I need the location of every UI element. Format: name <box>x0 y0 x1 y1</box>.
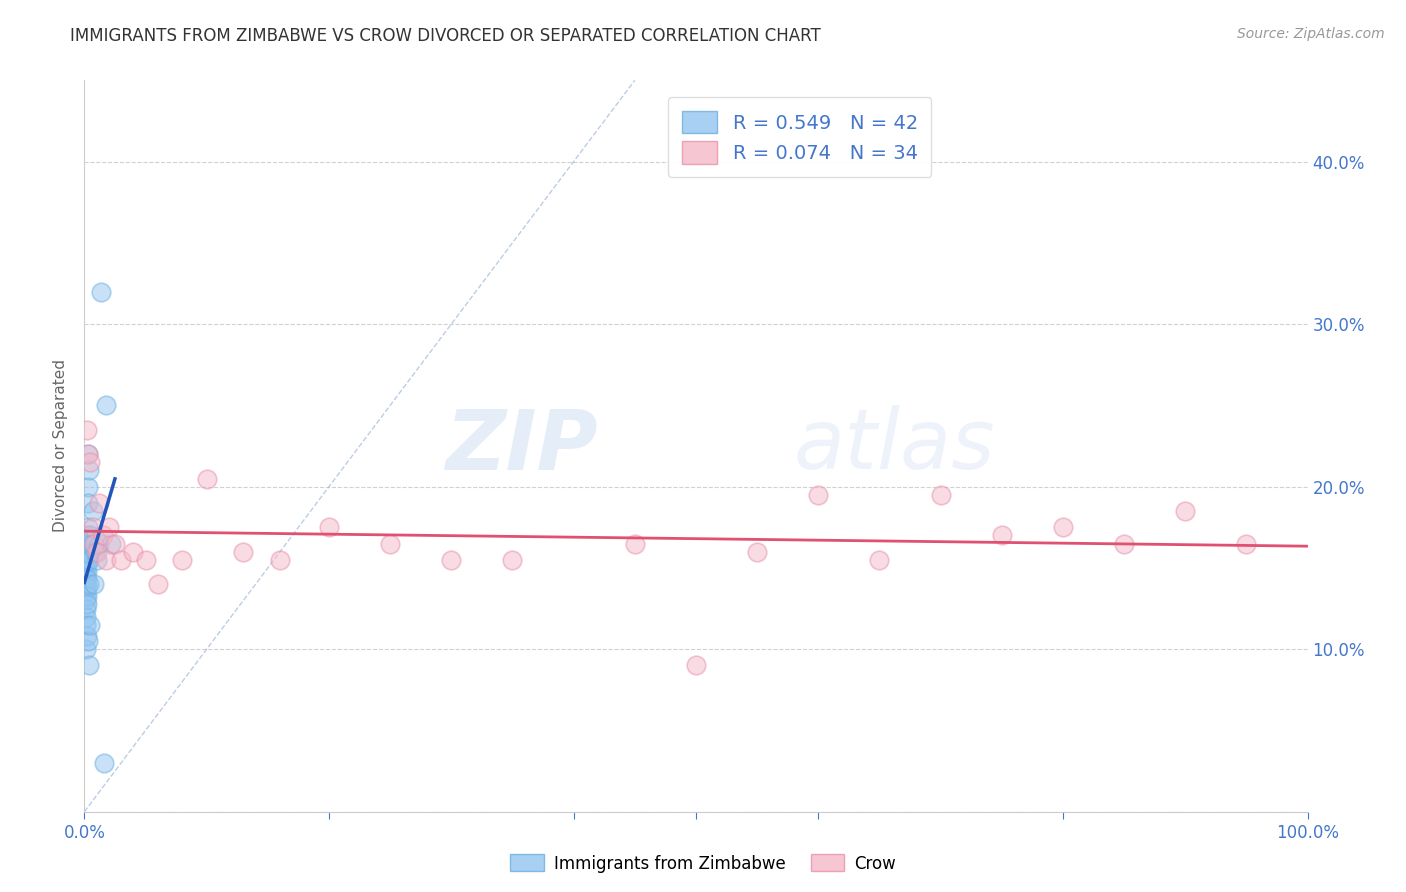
Point <box>97 520 120 534</box>
Point <box>93 756 115 770</box>
Point <box>77 463 100 477</box>
Point <box>195 471 218 485</box>
Point <box>75 569 97 583</box>
Text: ZIP: ZIP <box>446 406 598 486</box>
Point <box>146 577 169 591</box>
Point <box>96 398 118 412</box>
Point <box>1052 520 1074 534</box>
Point <box>79 617 101 632</box>
Point <box>76 564 98 578</box>
Point <box>77 544 100 558</box>
Point <box>77 480 100 494</box>
Point <box>77 447 100 461</box>
Point <box>1236 536 1258 550</box>
Point <box>80 536 103 550</box>
Point <box>75 593 97 607</box>
Point <box>747 544 769 558</box>
Point <box>75 642 97 657</box>
Point <box>807 488 830 502</box>
Point <box>77 553 100 567</box>
Point <box>75 617 97 632</box>
Point <box>869 553 891 567</box>
Point <box>77 634 100 648</box>
Point <box>82 520 104 534</box>
Point <box>83 536 105 550</box>
Point <box>82 504 104 518</box>
Point <box>76 536 98 550</box>
Point <box>502 553 524 567</box>
Point <box>76 528 98 542</box>
Point <box>76 629 98 643</box>
Point <box>91 528 114 542</box>
Text: atlas: atlas <box>794 406 995 486</box>
Point <box>77 520 100 534</box>
Point <box>77 577 100 591</box>
Point <box>1114 536 1136 550</box>
Point <box>79 528 101 542</box>
Point <box>75 553 97 567</box>
Point <box>77 447 100 461</box>
Point <box>75 561 97 575</box>
Point <box>83 577 105 591</box>
Point <box>84 544 107 558</box>
Point <box>76 572 98 586</box>
Point <box>76 423 98 437</box>
Point <box>75 601 97 615</box>
Point <box>96 553 118 567</box>
Text: Source: ZipAtlas.com: Source: ZipAtlas.com <box>1237 27 1385 41</box>
Point <box>929 488 952 502</box>
Point <box>75 577 97 591</box>
Legend: Immigrants from Zimbabwe, Crow: Immigrants from Zimbabwe, Crow <box>503 847 903 880</box>
Point <box>76 589 98 603</box>
Point <box>624 536 647 550</box>
Point <box>232 544 254 558</box>
Point <box>380 536 402 550</box>
Point <box>87 496 110 510</box>
Legend: R = 0.549   N = 42, R = 0.074   N = 34: R = 0.549 N = 42, R = 0.074 N = 34 <box>668 97 931 178</box>
Point <box>76 597 98 611</box>
Point <box>86 544 108 558</box>
Point <box>79 455 101 469</box>
Point <box>100 536 122 550</box>
Point <box>110 553 132 567</box>
Point <box>269 553 291 567</box>
Point <box>86 553 108 567</box>
Point <box>75 609 97 624</box>
Point <box>1174 504 1197 518</box>
Text: IMMIGRANTS FROM ZIMBABWE VS CROW DIVORCED OR SEPARATED CORRELATION CHART: IMMIGRANTS FROM ZIMBABWE VS CROW DIVORCE… <box>70 27 821 45</box>
Point <box>77 496 100 510</box>
Point <box>172 553 194 567</box>
Point <box>122 544 145 558</box>
Point <box>991 528 1014 542</box>
Point <box>685 658 707 673</box>
Point <box>440 553 463 567</box>
Point <box>77 658 100 673</box>
Point <box>76 548 98 562</box>
Point <box>104 536 127 550</box>
Point <box>90 285 112 299</box>
Y-axis label: Divorced or Separated: Divorced or Separated <box>53 359 69 533</box>
Point <box>76 581 98 595</box>
Point <box>135 553 157 567</box>
Point <box>318 520 340 534</box>
Point <box>76 556 98 570</box>
Point <box>75 585 97 599</box>
Point <box>87 536 110 550</box>
